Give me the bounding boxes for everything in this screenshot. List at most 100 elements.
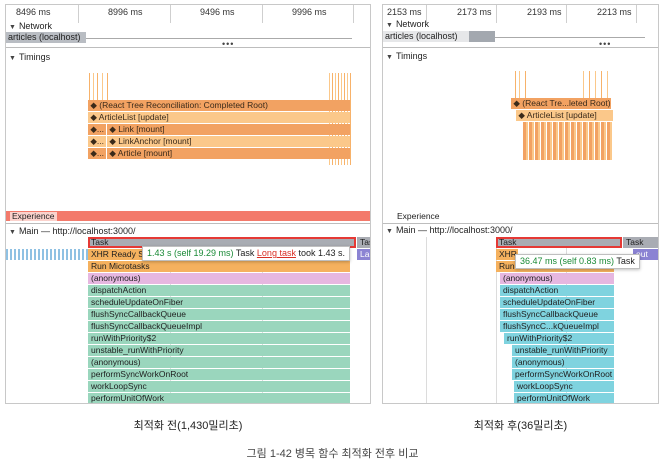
flame-run-with-priority[interactable]: runWithPriority$2 bbox=[504, 333, 614, 344]
flame-xhr-ready-state[interactable]: XHR bbox=[496, 249, 518, 260]
flame-work-loop-sync[interactable]: workLoopSync bbox=[88, 381, 350, 392]
grid-line bbox=[170, 237, 171, 403]
ruler-tick-label: 2153 ms bbox=[387, 7, 422, 17]
flame-perform-unit[interactable]: performUnitOfWork bbox=[514, 393, 614, 403]
flame-unstable-run[interactable]: unstable_runWithPriority bbox=[88, 345, 350, 356]
divider bbox=[383, 223, 658, 224]
flame-la[interactable]: La bbox=[357, 249, 370, 260]
flame-schedule-update[interactable]: scheduleUpdateOnFiber bbox=[88, 297, 350, 308]
flame-perform-sync-work[interactable]: performSyncWorkOnRoot bbox=[88, 369, 350, 380]
flame-anonymous[interactable]: (anonymous) bbox=[88, 273, 350, 284]
timing-linkanchor-mount[interactable]: ◆ LinkAnchor [mount] bbox=[107, 136, 350, 147]
ruler-tick-label: 8996 ms bbox=[108, 7, 143, 17]
flame-perform-sync-work[interactable]: performSyncWorkOnRoot bbox=[512, 369, 614, 380]
network-track-header[interactable]: ▼ Network bbox=[386, 19, 429, 29]
timing-ellipsis[interactable]: ◆... bbox=[88, 124, 106, 135]
ruler-tick-label: 2213 ms bbox=[597, 7, 632, 17]
flame-task[interactable]: Tas bbox=[357, 237, 370, 248]
network-request-bar-waiting[interactable] bbox=[469, 31, 495, 42]
flame-anonymous[interactable]: (anonymous) bbox=[88, 357, 350, 368]
flame-dispatch-action[interactable]: dispatchAction bbox=[500, 285, 614, 296]
flame-flush-sync-queue[interactable]: flushSyncCallbackQueue bbox=[88, 309, 350, 320]
tooltip-took: took 1.43 s. bbox=[298, 248, 345, 258]
flame-unstable-run[interactable]: unstable_runWithPriority bbox=[512, 345, 614, 356]
network-label: Network bbox=[395, 19, 429, 29]
tooltip-duration: 1.43 s (self 19.29 ms) bbox=[147, 248, 234, 258]
divider bbox=[6, 47, 370, 48]
timing-article-mount[interactable]: ◆ Article [mount] bbox=[107, 148, 350, 159]
timing-link-mount[interactable]: ◆ Link [mount] bbox=[107, 124, 350, 135]
task-tooltip: 1.43 s (self 19.29 ms) Task Long task to… bbox=[142, 246, 350, 261]
ruler-tick-label: 9996 ms bbox=[292, 7, 327, 17]
flame-schedule-update[interactable]: scheduleUpdateOnFiber bbox=[500, 297, 614, 308]
network-request-label: articles (localhost) bbox=[385, 31, 458, 41]
timing-reconciliation[interactable]: ◆ (React Tree Reconciliation: Completed … bbox=[88, 100, 350, 111]
ruler-tick-label: 2193 ms bbox=[527, 7, 562, 17]
flame-flush-sync-impl[interactable]: flushSyncC...kQueueImpl bbox=[500, 321, 614, 332]
network-label: Network bbox=[18, 21, 52, 31]
timing-children-stack[interactable] bbox=[523, 122, 613, 160]
network-request-line bbox=[86, 38, 352, 39]
ruler-tick-label: 9496 ms bbox=[200, 7, 235, 17]
flame-task[interactable]: Task bbox=[623, 237, 658, 248]
timings-label: Timings bbox=[18, 52, 51, 62]
flame-run-with-priority[interactable]: runWithPriority$2 bbox=[88, 333, 350, 344]
timing-ellipsis[interactable]: ◆... bbox=[88, 136, 106, 147]
resize-handle[interactable]: ••• bbox=[222, 39, 235, 49]
divider bbox=[383, 47, 658, 48]
flame-timeout[interactable]: out bbox=[633, 249, 658, 260]
timing-ticks bbox=[88, 73, 112, 101]
timings-track-header[interactable]: ▼ Timings bbox=[386, 51, 427, 61]
network-request-label: articles (localhost) bbox=[8, 32, 81, 42]
timings-track-header[interactable]: ▼ Timings bbox=[9, 52, 50, 62]
main-thread-label: Main — http://localhost:3000/ bbox=[395, 225, 513, 235]
flame-blue-ticks bbox=[6, 249, 88, 260]
timing-ellipsis[interactable]: ◆... bbox=[88, 148, 106, 159]
long-task-link[interactable]: Long task bbox=[256, 248, 296, 258]
flame-perform-unit[interactable]: performUnitOfWork bbox=[88, 393, 350, 403]
flame-anonymous[interactable]: (anonymous) bbox=[500, 273, 614, 284]
timings-label: Timings bbox=[395, 51, 428, 61]
performance-panel-before: 8496 ms 8996 ms 9496 ms 9996 ms ▼ Network… bbox=[5, 4, 371, 404]
timeline-ruler[interactable]: 2153 ms 2173 ms 2193 ms 2213 ms bbox=[383, 5, 658, 23]
flame-task-selected[interactable]: Task bbox=[496, 237, 622, 248]
resize-handle[interactable]: ••• bbox=[599, 39, 612, 49]
flame-dispatch-action[interactable]: dispatchAction bbox=[88, 285, 350, 296]
timing-reconciliation[interactable]: ◆ (React Tre...leted Root) bbox=[511, 98, 611, 109]
flame-anonymous[interactable]: (anonymous) bbox=[512, 357, 614, 368]
experience-track[interactable] bbox=[383, 211, 658, 221]
figure-caption: 그림 1-42 병목 함수 최적화 전후 비교 bbox=[246, 448, 419, 460]
main-thread-header[interactable]: ▼ Main — http://localhost:3000/ bbox=[9, 226, 136, 236]
network-track-header[interactable]: ▼ Network bbox=[9, 21, 52, 31]
expand-triangle-icon: ▼ bbox=[386, 22, 393, 29]
flame-flush-sync-queue[interactable]: flushSyncCallbackQueue bbox=[500, 309, 614, 320]
flame-run-microtasks[interactable]: Run Microtasks bbox=[88, 261, 350, 272]
grid-line bbox=[262, 237, 263, 403]
divider bbox=[6, 223, 370, 224]
performance-panel-after: 2153 ms 2173 ms 2193 ms 2213 ms ▼ Network… bbox=[382, 4, 659, 404]
expand-triangle-icon: ▼ bbox=[9, 229, 16, 236]
timeline-ruler[interactable]: 8496 ms 8996 ms 9496 ms 9996 ms bbox=[6, 5, 370, 23]
flame-work-loop-sync[interactable]: workLoopSync bbox=[514, 381, 614, 392]
grid-line bbox=[426, 237, 427, 403]
grid-line bbox=[566, 237, 567, 403]
network-request-line bbox=[495, 37, 645, 38]
network-request-bar[interactable]: articles (localhost) bbox=[6, 32, 86, 43]
expand-triangle-icon: ▼ bbox=[9, 55, 16, 62]
main-thread-label: Main — http://localhost:3000/ bbox=[18, 226, 136, 236]
caption-before: 최적화 전(1,430밀리초) bbox=[133, 420, 243, 432]
expand-triangle-icon: ▼ bbox=[386, 54, 393, 61]
timing-articlelist-update[interactable]: ◆ ArticleList [update] bbox=[516, 110, 613, 121]
flame-xhr-ready-state[interactable]: XHR Ready St bbox=[88, 249, 150, 260]
main-thread-header[interactable]: ▼ Main — http://localhost:3000/ bbox=[386, 225, 513, 235]
network-request-bar[interactable]: articles (localhost) bbox=[383, 31, 495, 42]
experience-label: Experience bbox=[397, 210, 440, 221]
experience-label: Experience bbox=[10, 210, 57, 221]
timing-articlelist-update[interactable]: ◆ ArticleList [update] bbox=[88, 112, 350, 123]
flame-task-selected[interactable]: Task bbox=[88, 237, 356, 248]
tooltip-task: Task bbox=[616, 256, 635, 266]
grid-line bbox=[496, 237, 497, 403]
tooltip-task: Task bbox=[235, 248, 255, 258]
flame-flush-sync-impl[interactable]: flushSyncCallbackQueueImpl bbox=[88, 321, 350, 332]
experience-track[interactable] bbox=[6, 211, 370, 221]
